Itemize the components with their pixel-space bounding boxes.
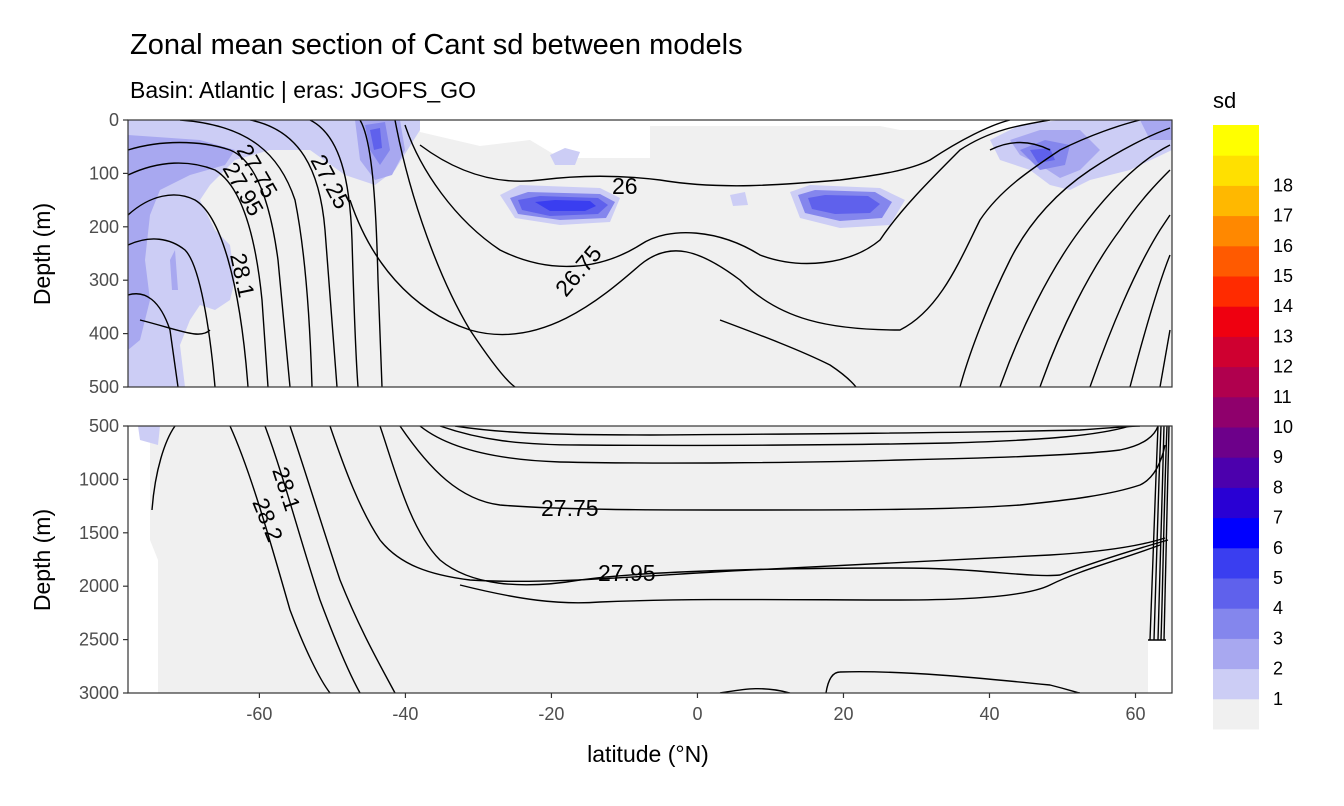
y-tick-label: 1000 (79, 469, 119, 489)
legend-swatch (1213, 487, 1259, 519)
legend-tick-label: 9 (1273, 447, 1283, 467)
panel-upper-background (128, 120, 1172, 387)
y-tick-label: 500 (89, 416, 119, 436)
legend-swatch (1213, 185, 1259, 217)
legend-swatch (1213, 547, 1259, 579)
legend-swatch (1213, 125, 1259, 156)
legend-swatch (1213, 245, 1259, 277)
legend-swatch (1213, 427, 1259, 458)
y-axis-ticks-lower: 500 1000 1500 2000 2500 3000 (79, 416, 128, 703)
x-tick-label: 60 (1125, 704, 1145, 724)
chart-subtitle: Basin: Atlantic | eras: JGOFS_GO (130, 77, 476, 103)
x-tick-label: -40 (392, 704, 418, 724)
y-tick-label: 0 (109, 110, 119, 130)
y-tick-label: 500 (89, 377, 119, 397)
legend-swatch (1213, 698, 1259, 730)
y-tick-label: 100 (89, 163, 119, 183)
legend-tick-label: 1 (1273, 689, 1283, 709)
x-axis-ticks: -60 -40 -20 0 20 40 60 (246, 693, 1146, 724)
legend-title: sd (1213, 88, 1236, 113)
y-tick-label: 1500 (79, 523, 119, 543)
legend-swatch (1213, 578, 1259, 609)
x-tick-label: -60 (246, 704, 272, 724)
legend-tick-label: 13 (1273, 326, 1293, 346)
panel-lower-border (127, 425, 1173, 694)
legend-tick-label: 12 (1273, 357, 1293, 377)
legend-tick-label: 7 (1273, 508, 1283, 528)
legend-tick-label: 8 (1273, 477, 1283, 497)
y-tick-label: 400 (89, 324, 119, 344)
y-tick-label: 3000 (79, 683, 119, 703)
legend-tick-label: 11 (1273, 387, 1292, 407)
legend-tick-label: 15 (1273, 266, 1293, 286)
x-tick-label: 0 (692, 704, 702, 724)
legend-swatch (1213, 336, 1259, 368)
y-tick-label: 300 (89, 270, 119, 290)
legend-swatch (1213, 215, 1259, 247)
panel-upper-fill (128, 120, 1172, 387)
legend-swatch (1213, 638, 1259, 670)
panel-lower-fill (138, 426, 1172, 693)
y-tick-label: 2500 (79, 630, 119, 650)
panel-upper-contours (128, 120, 1171, 387)
legend-tick-label: 17 (1273, 206, 1293, 226)
y-axis-title-lower: Depth (m) (29, 509, 55, 611)
x-axis-title: latitude (°N) (587, 741, 709, 767)
legend-swatch (1213, 306, 1259, 337)
legend-tick-label: 18 (1273, 175, 1293, 195)
y-axis-ticks-upper: 0 100 200 300 400 500 (89, 110, 128, 397)
y-tick-label: 2000 (79, 576, 119, 596)
legend-swatch (1213, 396, 1259, 428)
legend-swatch (1213, 457, 1259, 488)
legend-tick-label: 5 (1273, 568, 1283, 588)
legend-swatch (1213, 668, 1259, 700)
legend-swatch (1213, 517, 1259, 549)
legend-swatch (1213, 155, 1259, 186)
y-axis-title-upper: Depth (m) (29, 203, 55, 305)
legend-swatch (1213, 276, 1259, 307)
x-tick-label: -20 (538, 704, 564, 724)
legend-tick-label: 14 (1273, 296, 1293, 316)
x-tick-label: 20 (833, 704, 853, 724)
legend-tick-label: 6 (1273, 538, 1283, 558)
panel-upper-border (127, 119, 1173, 388)
contour-label-27.95-lower: 27.95 (598, 560, 656, 586)
chart-title: Zonal mean section of Cant sd between mo… (130, 29, 743, 61)
y-tick-label: 200 (89, 217, 119, 237)
legend-swatch (1213, 608, 1259, 639)
legend-tick-label: 4 (1273, 598, 1283, 618)
contour-labels-lower: 28.1 28.2 27.75 27.95 (247, 464, 655, 586)
panel-lower: 28.1 28.2 27.75 27.95 500 1000 1500 2000 250… (29, 416, 1173, 767)
panel-lower-contours (151, 426, 1170, 693)
legend-tick-label: 2 (1273, 659, 1283, 679)
contour-label-27.75-lower: 27.75 (541, 495, 599, 521)
legend-tick-label: 10 (1273, 417, 1293, 437)
contour-label-26-upper: 26 (612, 173, 638, 199)
legend-tick-label: 16 (1273, 236, 1293, 256)
panel-upper: 27.75 27.95 27.25 26 28.1 26.75 01002003… (29, 110, 1173, 397)
x-tick-label: 40 (979, 704, 999, 724)
legend-colorbar (1213, 125, 1259, 730)
legend-tick-label: 3 (1273, 628, 1283, 648)
legend-swatch (1213, 366, 1259, 398)
